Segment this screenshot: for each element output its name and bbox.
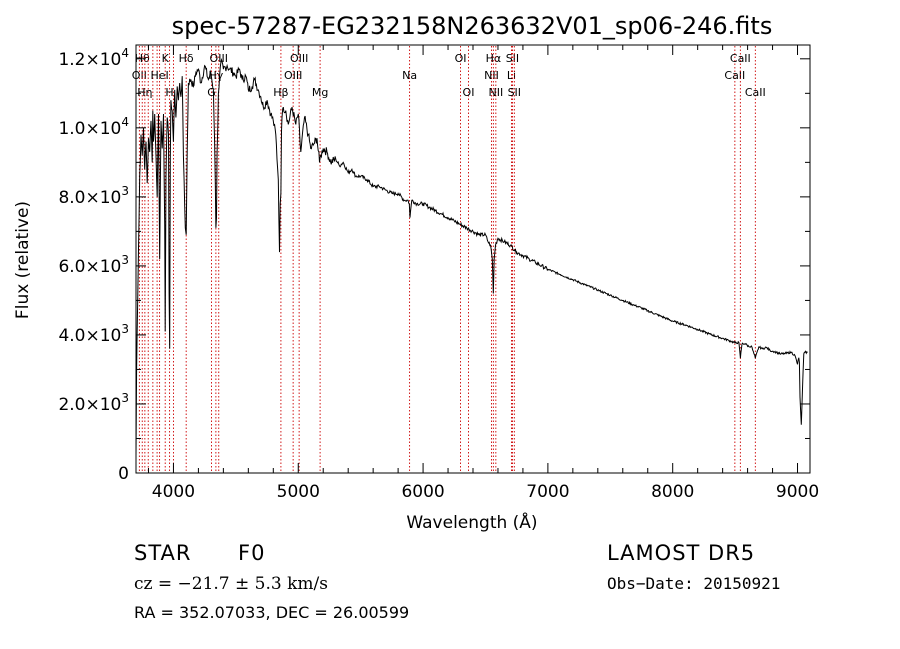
x-axis-label: Wavelength (Å)	[406, 511, 537, 533]
line-marker-label: Mg	[312, 86, 328, 99]
y-tick-label: 1.0×104	[58, 115, 129, 139]
line-marker-label: K	[162, 52, 170, 65]
coordinates: RA = 352.07033, DEC = 26.00599	[134, 603, 410, 622]
line-marker-label: CaII	[724, 69, 745, 82]
line-marker-label: Li	[507, 69, 516, 82]
y-tick-label: 4.0×103	[58, 322, 129, 346]
x-tick-label: 4000	[152, 482, 195, 502]
redshift-value: cz = −21.7 ± 5.3 km/s	[134, 574, 328, 594]
line-marker-label: Hβ	[273, 86, 288, 99]
line-marker-label: H	[165, 86, 173, 99]
line-marker-label: SII	[506, 52, 519, 65]
observation-date: Obs−Date: 20150921	[607, 574, 781, 593]
line-marker-label: OIII	[290, 52, 308, 65]
x-tick-label: 8000	[651, 482, 694, 502]
object-class: STAR	[134, 541, 192, 565]
line-marker-label: CaII	[745, 86, 766, 99]
line-marker-label: OI	[455, 52, 467, 65]
line-marker-label: OIII	[284, 69, 302, 82]
y-tick-label: 0	[118, 464, 129, 484]
spectrum-line	[135, 57, 808, 456]
line-marker-label: NII	[484, 69, 499, 82]
plot-frame	[135, 44, 811, 474]
line-marker-label: HeI	[150, 69, 168, 82]
axes: 4000 5000 6000 7000 8000 9000 0 2.0×103 4.0×103 6…	[58, 45, 819, 502]
line-marker-label: Na	[402, 69, 417, 82]
line-marker-label: OIII	[210, 52, 228, 65]
y-tick-label: 1.2×104	[58, 46, 129, 70]
y-tick-label: 8.0×103	[58, 184, 129, 208]
line-marker-label: Hα	[486, 52, 502, 65]
line-marker-label: G	[207, 86, 216, 99]
line-marker-label: Hδ	[179, 52, 194, 65]
x-tick-label: 9000	[776, 482, 819, 502]
survey-name: LAMOST DR5	[607, 541, 756, 565]
y-axis-label: Flux (relative)	[13, 201, 33, 319]
line-marker-label: SII	[508, 86, 521, 99]
chart-title: spec-57287-EG232158N263632V01_sp06-246.f…	[172, 12, 773, 40]
line-marker-label: OI	[463, 86, 475, 99]
x-tick-label: 5000	[277, 482, 320, 502]
line-marker-label: CaII	[730, 52, 751, 65]
x-tick-label: 7000	[526, 482, 569, 502]
x-tick-label: 6000	[401, 482, 444, 502]
y-tick-label: 2.0×103	[58, 391, 129, 415]
y-tick-label: 6.0×103	[58, 253, 129, 277]
line-marker-label: NII	[488, 86, 503, 99]
spectral-line-markers: OIIHθHηHeIKHHδGHγOIIIHβOIIIOIIIMgNaOIOIN…	[132, 46, 766, 472]
object-subclass: F0	[238, 541, 266, 565]
line-marker-label: Hη	[137, 86, 152, 99]
spectrum-series	[135, 57, 808, 456]
